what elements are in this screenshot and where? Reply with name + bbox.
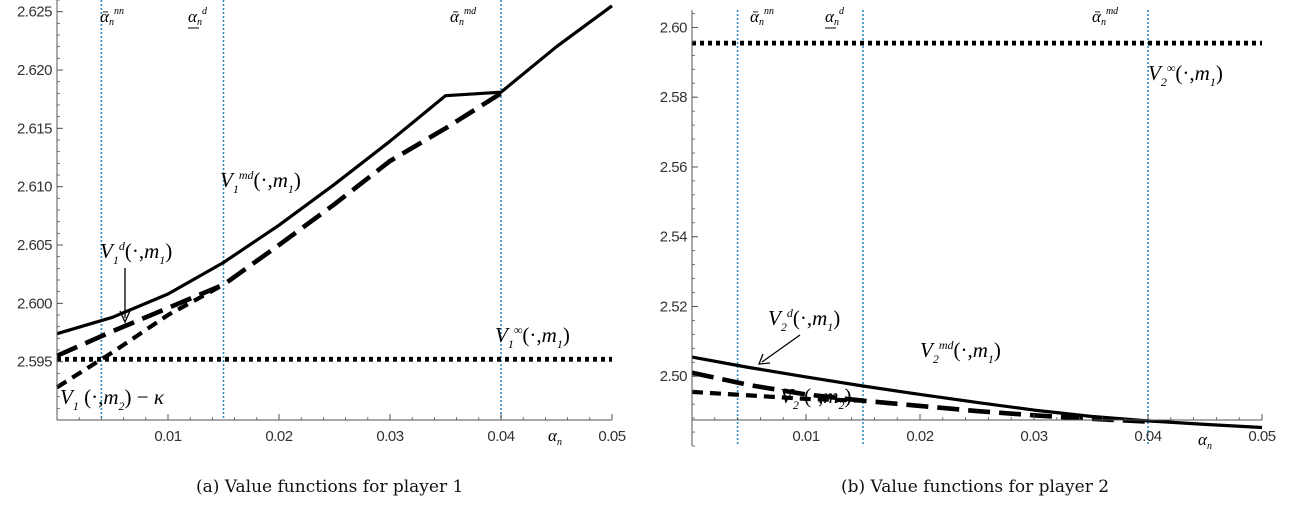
vline-label-alpha-md: ᾱnmd xyxy=(450,6,477,28)
y-tick-label: 2.595 xyxy=(17,354,52,371)
label-v2-d: V2d(·,m1) xyxy=(768,306,840,334)
y-tick-label: 2.56 xyxy=(660,159,687,176)
x-tick-label: 0.04 xyxy=(487,428,514,445)
y-tick-label: 2.600 xyxy=(17,295,52,312)
caption-player-1: (a) Value functions for player 1 xyxy=(196,477,464,497)
panel-b-annotations: ᾱnnn αnd ᾱnmd V2∞(·,m1) V2d(·,m1) V2md(·… xyxy=(750,6,1223,452)
x-tick-label: 0.05 xyxy=(598,428,625,445)
vline-label-alpha-d: αnd xyxy=(825,6,845,28)
label-v2-m2: V2 (·,m2) xyxy=(780,384,852,412)
vline-label-alpha-d: αnd xyxy=(188,6,208,28)
label-v1-md: V1md(·,m1) xyxy=(220,168,301,196)
series-longdash-line xyxy=(691,370,1149,424)
y-tick-label: 2.625 xyxy=(17,4,52,21)
label-v2-d-arrowhead xyxy=(758,353,771,365)
x-tick-label: 0.01 xyxy=(792,428,819,445)
x-axis-label-b: αn xyxy=(1198,430,1212,452)
x-tick-label: 0.05 xyxy=(1248,428,1275,445)
x-tick-label: 0.03 xyxy=(376,428,403,445)
series-shortdash-line xyxy=(691,389,864,403)
panel-b-ticks: 2.50 2.52 2.54 2.56 2.58 2.60 0.01 0.02 0.03 0.04… xyxy=(660,13,1276,447)
series-solid-line xyxy=(691,355,1263,430)
panel-b-axes xyxy=(691,10,1262,446)
x-tick-label: 0.03 xyxy=(1020,428,1047,445)
panel-a-ticks: 2.595 2.600 2.605 2.610 2.615 2.620 2.625 0.01 0… xyxy=(17,0,626,445)
panel-a-series xyxy=(55,4,613,390)
y-tick-label: 2.610 xyxy=(17,179,52,196)
y-tick-label: 2.605 xyxy=(17,237,52,254)
vline-label-alpha-nn: ᾱnnn xyxy=(100,6,124,28)
y-tick-label: 2.54 xyxy=(660,229,687,246)
y-tick-label: 2.60 xyxy=(660,19,687,36)
series-shortdash-line xyxy=(55,282,225,390)
panel-a-vlines xyxy=(100,0,502,420)
label-v1-d-arrowhead xyxy=(119,310,131,324)
panel-player-2: 2.50 2.52 2.54 2.56 2.58 2.60 0.01 0.02 0.03 0.04… xyxy=(660,6,1276,452)
x-tick-label: 0.02 xyxy=(906,428,933,445)
label-v2-d-arrow xyxy=(761,334,801,363)
vline-label-alpha-md: ᾱnmd xyxy=(1092,6,1119,28)
panel-b-vlines xyxy=(736,10,1149,446)
label-v1-m2-kappa: V1 (·,m2) − κ xyxy=(60,385,165,413)
series-longdash-line xyxy=(56,91,503,358)
y-tick-label: 2.620 xyxy=(17,62,52,79)
series-solid-line xyxy=(56,4,613,336)
y-tick-label: 2.615 xyxy=(17,120,52,137)
label-v1-inf: V1∞(·,m1) xyxy=(495,323,570,351)
y-tick-label: 2.52 xyxy=(660,298,687,315)
label-v2-inf: V2∞(·,m1) xyxy=(1148,61,1223,89)
vline-label-alpha-nn: ᾱnnn xyxy=(750,6,774,28)
y-tick-label: 2.58 xyxy=(660,89,687,106)
caption-player-2: (b) Value functions for player 2 xyxy=(841,477,1110,497)
panel-a-annotations: ᾱnnn αnd ᾱnmd V1md(·,m1) V1d(·,m1) V1∞(·… xyxy=(60,6,570,448)
label-v1-d: V1d(·,m1) xyxy=(100,239,172,267)
x-axis-label-a: αn xyxy=(548,426,562,448)
x-tick-label: 0.01 xyxy=(154,428,181,445)
x-tick-label: 0.04 xyxy=(1134,428,1161,445)
x-tick-label: 0.02 xyxy=(265,428,292,445)
y-tick-label: 2.50 xyxy=(660,368,687,385)
panel-player-1: 2.595 2.600 2.605 2.610 2.615 2.620 2.625 0.01 0… xyxy=(17,0,626,448)
label-v2-md: V2md(·,m1) xyxy=(920,338,1001,366)
panel-b-series xyxy=(691,40,1263,430)
